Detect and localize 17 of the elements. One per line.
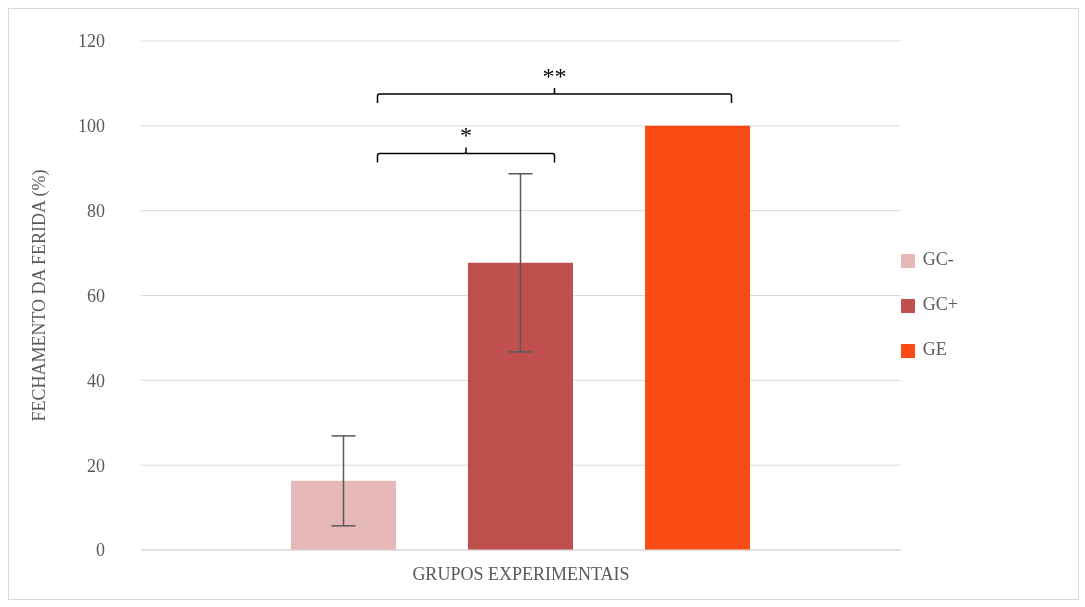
legend-label: GC+ <box>922 293 958 314</box>
y-tick-label: 40 <box>87 370 105 391</box>
bar <box>645 125 750 550</box>
annotation: ** <box>542 63 567 90</box>
legend-label: GE <box>922 338 947 359</box>
legend-label: GC- <box>922 248 954 269</box>
y-tick-label: 60 <box>87 285 105 306</box>
x-axis-title: GRUPOS EXPERIMENTAIS <box>412 564 630 584</box>
y-tick-label: 120 <box>78 31 105 52</box>
annotation: * <box>460 122 472 149</box>
y-tick-label: 0 <box>96 540 105 561</box>
bar <box>291 480 396 550</box>
y-axis-title: FECHAMENTO DA FERIDA (%) <box>29 169 51 422</box>
y-tick-label: 100 <box>78 116 105 137</box>
y-tick-label: 80 <box>87 201 105 222</box>
bar <box>468 262 573 550</box>
y-tick-label: 20 <box>87 455 105 476</box>
